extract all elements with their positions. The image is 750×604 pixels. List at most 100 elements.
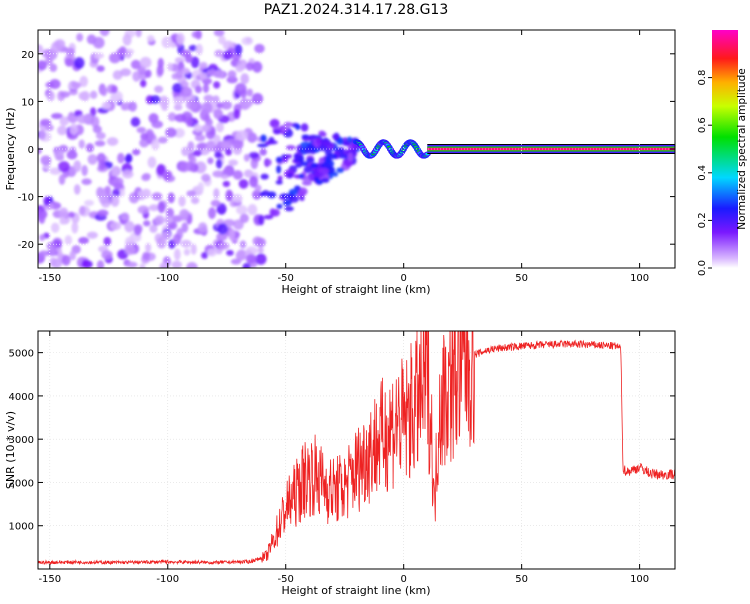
bottom-y-tick-label: 5000	[9, 349, 34, 360]
bottom-x-tick-label: -100	[156, 574, 179, 585]
spectrogram-blob	[57, 125, 68, 136]
spectrogram-blob	[252, 189, 262, 200]
spectrogram-blob	[38, 212, 46, 225]
colorbar-ticks: 0.0 0.2 0.4 0.6 0.8	[697, 70, 712, 276]
spectrogram-blob	[101, 101, 111, 110]
spectrogram-blob	[260, 173, 269, 180]
spectrogram-blob	[206, 69, 218, 77]
bottom-x-tick-label: 0	[400, 574, 406, 585]
spectrogram-blob	[162, 170, 171, 181]
spectrogram-blob	[284, 206, 294, 212]
spectrogram-blob	[231, 193, 243, 203]
spectrogram-blob	[89, 90, 98, 100]
spectrogram-blob	[254, 43, 265, 54]
spectrogram-blob	[128, 101, 137, 112]
spectrogram-blob	[38, 250, 50, 257]
spectrogram-blob	[257, 247, 264, 254]
spectrogram-blob	[78, 139, 85, 149]
spectrogram-blob	[275, 180, 283, 185]
spectrogram-blob	[247, 204, 258, 216]
spectrogram-blob	[172, 233, 181, 246]
spectrogram-blob	[171, 73, 179, 80]
spectrogram-blob	[117, 152, 125, 164]
spectrogram-blob	[51, 112, 63, 120]
bottom-x-axis-label: Height of straight line (km)	[281, 584, 430, 597]
spectrogram-blob	[136, 126, 147, 134]
spectrogram-blob	[342, 140, 351, 147]
spectrogram-blob	[46, 90, 55, 102]
spectrogram-blob	[181, 222, 189, 233]
spectrogram-blob	[148, 204, 160, 212]
spectrogram-blob	[315, 136, 322, 144]
spectrogram-blob	[195, 30, 202, 40]
spectrogram-blob	[276, 165, 282, 174]
spectrogram-blob	[318, 145, 328, 152]
spectrogram-blob	[288, 188, 299, 196]
spectrogram-blob	[198, 222, 208, 233]
spectrogram-blob	[186, 262, 198, 268]
spectrogram-blob	[194, 85, 203, 94]
spectrogram-blob	[79, 205, 86, 216]
spectrogram-blob	[299, 195, 305, 202]
spectrogram-blob	[203, 94, 214, 102]
spectrogram-blob	[226, 76, 238, 84]
spectrogram-blob	[180, 67, 190, 75]
spectrogram-blob	[167, 112, 177, 122]
spectrogram-blob	[198, 72, 208, 80]
spectrogram-blob	[79, 75, 88, 87]
spectrogram-blob	[147, 156, 157, 169]
spectrogram-blob	[254, 184, 262, 193]
bottom-y-axis-label: SNR (10 * v/v)	[4, 411, 17, 489]
spectrogram-blob	[301, 134, 310, 139]
spectrogram-blob	[282, 127, 289, 133]
spectrogram-blob	[98, 159, 106, 171]
spectrogram-blob	[293, 152, 301, 160]
spectrogram-blob	[210, 199, 221, 207]
spectrogram-blob	[179, 208, 190, 221]
spectrogram-blob	[98, 192, 109, 205]
spectrogram-blob	[252, 61, 263, 73]
spectrogram-blob	[180, 86, 193, 97]
spectrogram-blob	[234, 44, 243, 56]
spectrogram-blob	[71, 81, 82, 89]
spectrogram-blob	[187, 141, 195, 153]
spectrogram-blob	[86, 231, 98, 239]
spectrogram-blob	[122, 33, 132, 46]
spectrogram-blob	[76, 33, 84, 42]
bottom-x-tick-label: -50	[278, 574, 294, 585]
spectrogram-blob	[303, 165, 313, 174]
spectrogram-blob	[232, 170, 243, 180]
spectrogram-blob	[205, 118, 213, 127]
spectrogram-blob	[217, 241, 230, 250]
spectrogram-blob	[337, 154, 348, 159]
spectrogram-blob	[320, 177, 330, 184]
spectrogram-blob	[202, 83, 210, 94]
spectrogram-blob	[49, 167, 62, 175]
spectrogram-blob	[157, 136, 168, 144]
spectrogram-blob	[220, 141, 231, 149]
spectrogram-blob	[221, 100, 232, 110]
spectrogram-blob	[248, 151, 260, 159]
spectrogram-blob	[213, 81, 221, 89]
spectrogram-blob	[157, 201, 166, 214]
spectrogram-blob	[282, 199, 292, 206]
spectrogram-blob	[301, 180, 313, 186]
spectrogram-blob	[207, 157, 214, 165]
spectrogram-blob	[120, 212, 130, 221]
top-x-tick-label: 100	[630, 273, 649, 284]
spectrogram-blob	[110, 85, 118, 94]
spectrogram-blob	[71, 221, 79, 234]
spectrogram-blob	[178, 195, 186, 207]
spectrogram-blob	[159, 262, 169, 268]
spectrogram-blob	[216, 203, 227, 215]
spectrogram-blob	[173, 127, 185, 138]
bottom-y-tick-label: 3000	[9, 435, 34, 446]
spectrogram-blob	[201, 173, 211, 182]
bottom-plot-frame	[37, 330, 676, 570]
spectrogram-blob	[213, 188, 220, 199]
colorbar-tick-label: 0.4	[697, 165, 708, 181]
colorbar-tick-label: 0.6	[697, 117, 708, 133]
spectrogram-blob	[246, 88, 253, 97]
